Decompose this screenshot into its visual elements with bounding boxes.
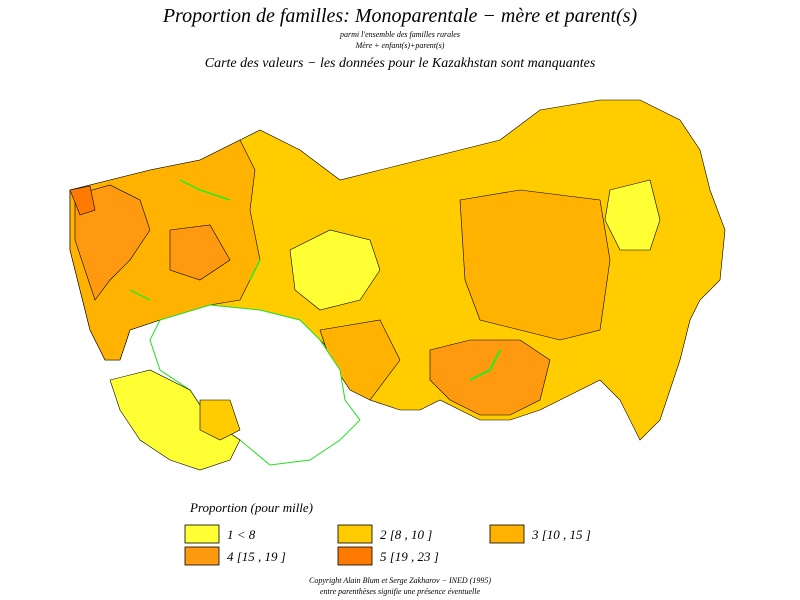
subtitle: parmi l'ensemble des familles rurales (339, 30, 460, 39)
region (109, 369, 241, 471)
legend-title: Proportion (pour mille) (189, 500, 313, 515)
legend: 1 < 8 2 [8 , 10 ] 3 [10 , 15 ] 4 [15 , 19 ]… (184, 524, 591, 566)
legend-swatch (184, 524, 220, 544)
legend-swatch (337, 546, 373, 566)
map (69, 99, 726, 471)
legend-label: 1 < 8 (227, 527, 256, 542)
region (604, 179, 661, 251)
river (129, 179, 261, 301)
subtitle: Carte des valeurs − les données pour le … (205, 56, 596, 71)
region (74, 184, 151, 301)
region (169, 224, 231, 281)
region (459, 189, 611, 341)
legend-swatch (337, 524, 373, 544)
kazakhstan (149, 304, 361, 466)
legend-label: 3 [10 , 15 ] (531, 527, 591, 542)
region (429, 339, 551, 416)
legend-label: 5 [19 , 23 ] (380, 549, 439, 564)
legend-label: 2 [8 , 10 ] (380, 527, 432, 542)
legend-swatch (184, 546, 220, 566)
region (289, 229, 381, 311)
legend-swatch (489, 524, 525, 544)
region (199, 399, 241, 441)
lake (469, 349, 501, 381)
region (69, 185, 96, 216)
footer: entre parenthèses signifie une présence … (320, 587, 480, 596)
legend-label: 4 [15 , 19 ] (227, 549, 286, 564)
subtitle: Mère + enfant(s)+parent(s) (355, 41, 445, 50)
title: Proportion de familles: Monoparentale − … (162, 5, 638, 27)
footer: Copyright Alain Blum et Serge Zakharov −… (309, 576, 491, 585)
